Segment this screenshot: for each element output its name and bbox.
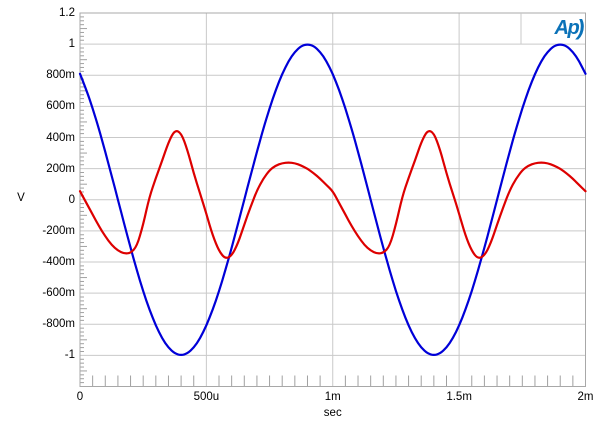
plot-border: [79, 12, 586, 387]
y-tick-label: -400m: [42, 256, 75, 268]
y-tick-label: -800m: [42, 318, 75, 331]
x-tick-label: 1.5m: [446, 391, 472, 403]
y-tick-label: 600m: [46, 100, 75, 113]
x-tick-label: 0: [76, 391, 84, 403]
y-tick-label: -600m: [42, 287, 75, 300]
y-tick-label: -1: [64, 349, 75, 362]
y-tick-label: 1.2: [59, 7, 75, 19]
x-axis-title: sec: [323, 407, 342, 419]
y-axis-title: V: [17, 191, 25, 204]
blue-waveform-trace: [78, 43, 587, 356]
x-tick-label: 2m: [577, 391, 594, 403]
audio-precision-logo: Ap ): [523, 14, 585, 42]
x-tick-label: 1m: [324, 391, 341, 403]
y-tick-label: 400m: [46, 131, 75, 144]
y-tick-label: 1: [68, 38, 75, 51]
y-tick-label: -200m: [42, 224, 75, 237]
y-tick-label: 800m: [46, 69, 75, 82]
x-tick-label: 500u: [193, 391, 220, 403]
red-waveform-trace: [78, 130, 587, 259]
logo-paren-swoosh: ): [577, 14, 584, 40]
y-tick-label: 200m: [46, 162, 75, 175]
y-tick-label: 0: [68, 193, 75, 206]
logo-text: Ap: [554, 17, 580, 39]
